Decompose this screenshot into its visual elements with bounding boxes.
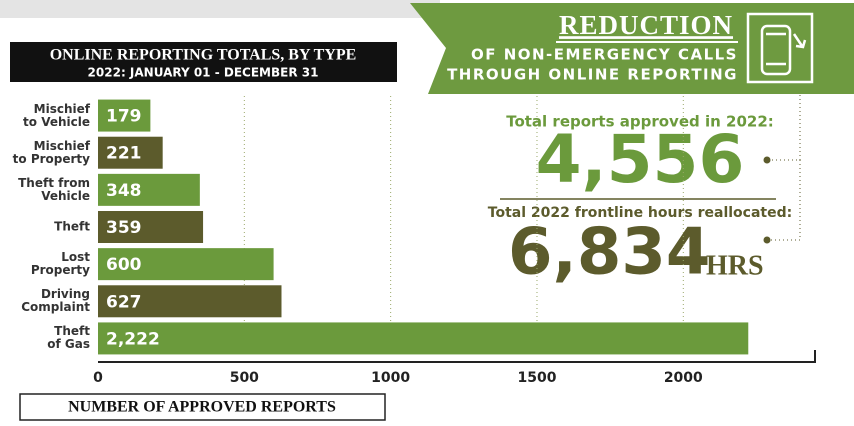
stat-value: 6,834	[508, 216, 710, 290]
banner-line: OF NON-EMERGENCY CALLS	[471, 46, 738, 64]
category-label: Theft of Gas	[47, 324, 90, 352]
chart-title: ONLINE REPORTING TOTALS, BY TYPE	[50, 47, 357, 64]
value-label: 221	[106, 144, 142, 164]
x-label-box	[19, 393, 386, 421]
title-box	[10, 42, 397, 82]
leader-dot	[763, 156, 771, 164]
bar	[98, 211, 204, 243]
bar	[98, 99, 151, 132]
x-tick-label: 500	[230, 370, 259, 386]
value-label: 2,222	[106, 329, 160, 349]
x-tick-label: 1000	[371, 370, 410, 386]
phone-icon	[746, 12, 814, 84]
bar	[98, 173, 200, 206]
value-label: 359	[106, 218, 142, 238]
chart-subtitle: 2022: JANUARY 01 - DECEMBER 31	[88, 66, 319, 80]
top-band	[0, 0, 440, 18]
value-label: 348	[106, 181, 142, 201]
category-label: Lost Property	[30, 250, 90, 278]
leader-dot	[763, 236, 771, 244]
category-label: Theft from Vehicle	[18, 175, 90, 203]
stat-unit: HRS	[706, 250, 764, 281]
category-label: Theft	[54, 219, 90, 234]
stat-label: Total reports approved in 2022:	[506, 113, 774, 131]
stat-label: Total 2022 frontline hours reallocated:	[488, 205, 792, 221]
x-tick-label: 0	[93, 370, 103, 386]
banner-line: THROUGH ONLINE REPORTING	[447, 66, 738, 84]
banner	[410, 3, 854, 94]
x-axis-label: NUMBER OF APPROVED REPORTS	[68, 399, 336, 416]
category-label: Mischief to Vehicle	[23, 101, 90, 129]
banner-title: REDUCTION	[559, 10, 733, 40]
stat-value: 4,556	[536, 121, 745, 198]
x-axis	[98, 350, 816, 363]
bar	[98, 322, 749, 355]
category-label: Driving Complaint	[21, 287, 90, 315]
x-tick-label: 2000	[664, 370, 703, 386]
bar	[98, 248, 274, 281]
bar	[98, 136, 163, 169]
bar	[98, 285, 282, 318]
value-label: 600	[106, 255, 142, 275]
value-label: 627	[106, 292, 142, 312]
leader	[768, 94, 801, 241]
category-label: Mischief to Property	[12, 138, 90, 166]
x-tick-label: 1500	[517, 370, 556, 386]
value-label: 179	[106, 107, 142, 127]
